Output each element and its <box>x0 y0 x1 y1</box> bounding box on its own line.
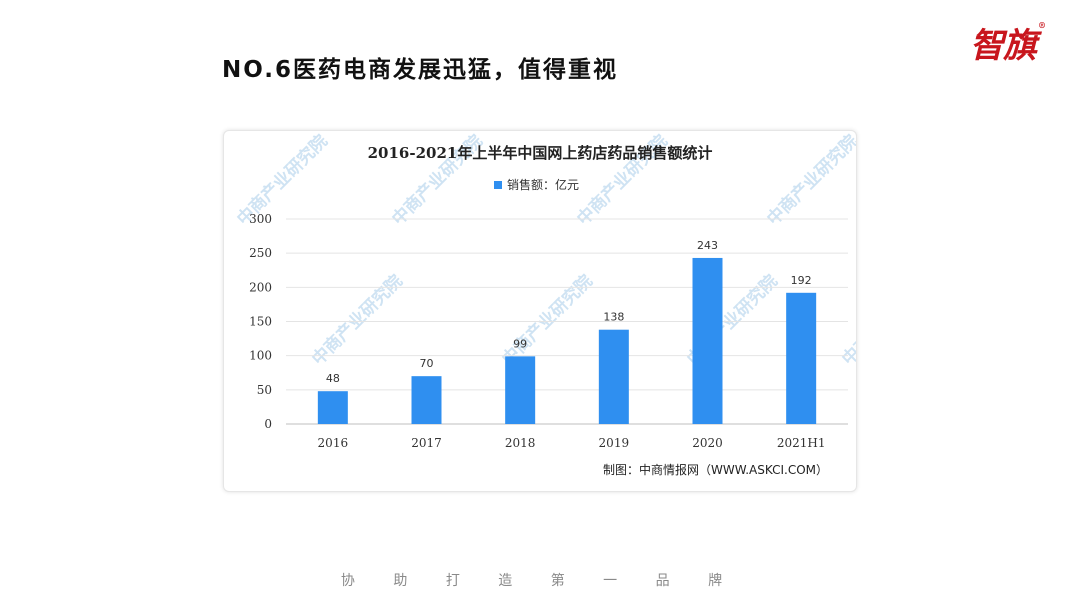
x-tick-label: 2018 <box>505 436 536 450</box>
y-tick-label: 250 <box>249 246 272 260</box>
bar-2020 <box>692 257 723 424</box>
bars-layer <box>317 257 817 424</box>
legend-swatch <box>494 181 502 189</box>
x-tick-label: 2016 <box>318 436 349 450</box>
watermark-text: 中商产业研究院 <box>308 271 407 370</box>
x-tick-label: 2021H1 <box>777 436 826 450</box>
data-label: 99 <box>513 337 527 350</box>
slide-footer: 协 助 打 造 第 一 品 牌 <box>340 573 740 589</box>
data-label: 70 <box>420 357 434 370</box>
y-tick-label: 300 <box>249 212 272 226</box>
data-label: 243 <box>697 239 718 252</box>
bar-2016 <box>317 391 348 424</box>
chart-card: 中商产业研究院 中商产业研究院 中商产业研究院 中商产业研究院 中商产业研究院 中商产业研… <box>223 130 857 492</box>
brand-logo-text: 智旗 <box>970 26 1037 66</box>
bar-2018 <box>505 356 536 424</box>
brand-logo: 智旗® <box>970 18 1046 67</box>
bar-2019 <box>598 329 629 424</box>
data-label: 48 <box>326 372 340 385</box>
legend-label: 销售额：亿元 <box>507 177 579 192</box>
y-tick-label: 0 <box>264 417 272 431</box>
x-tick-label: 2017 <box>411 436 442 450</box>
y-tick-label: 100 <box>249 349 272 363</box>
y-tick-label: 150 <box>249 315 272 329</box>
source-note: 制图：中商情报网（WWW.ASKCI.COM） <box>603 462 828 477</box>
grid-layer <box>286 218 848 425</box>
slide-heading: NO.6医药电商发展迅猛，值得重视 <box>222 57 619 83</box>
x-tick-label: 2020 <box>692 436 723 450</box>
chart-title: 2016-2021年上半年中国网上药店药品销售额统计 <box>368 144 713 162</box>
x-tick-label: 2019 <box>599 436 630 450</box>
watermark-text: 中商产业研究院 <box>838 271 856 370</box>
data-label: 138 <box>603 311 624 324</box>
bar-2017 <box>411 376 442 424</box>
y-tick-label: 200 <box>249 280 272 294</box>
bar-2021H1 <box>786 292 817 424</box>
watermark-text: 中商产业研究院 <box>498 271 597 370</box>
watermark-text: 中商产业研究院 <box>763 131 856 230</box>
watermark-text: 中商产业研究院 <box>233 131 332 230</box>
y-tick-label: 50 <box>257 383 272 397</box>
data-label: 192 <box>791 274 812 287</box>
registered-mark: ® <box>1038 20 1046 30</box>
